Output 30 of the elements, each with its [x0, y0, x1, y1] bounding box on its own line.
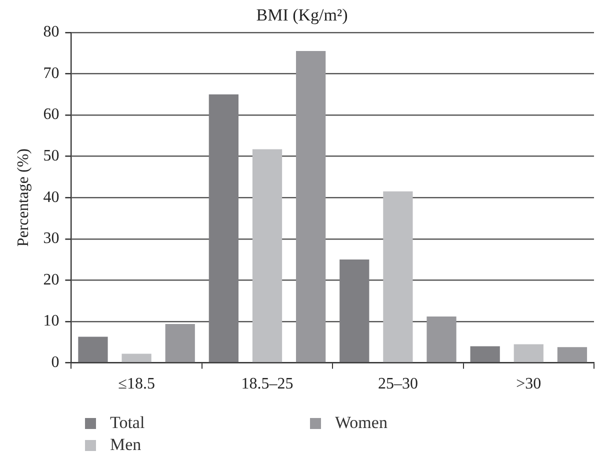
y-tick-label: 80: [43, 24, 60, 41]
x-tick-label: 25–30: [378, 376, 418, 393]
bar: [78, 336, 108, 362]
bar: [426, 316, 456, 362]
x-tick-label: >30: [516, 376, 542, 393]
y-axis-title: Percentage (%): [14, 148, 32, 247]
bar: [122, 354, 152, 362]
bar: [296, 50, 326, 362]
legend-label: Men: [110, 435, 142, 455]
bar: [557, 347, 588, 362]
bar: [208, 94, 238, 362]
bar: [165, 324, 195, 362]
bar: [470, 346, 500, 362]
legend-label: Total: [110, 413, 145, 433]
y-tick-label: 40: [43, 188, 60, 206]
bar: [514, 344, 544, 362]
x-tick-label: 18.5–25: [241, 376, 294, 393]
y-tick-label: 10: [43, 312, 60, 330]
chart-title: BMI (Kg/m²): [256, 6, 348, 25]
y-tick-label: 0: [51, 354, 60, 372]
y-tick-label: 30: [43, 230, 60, 248]
bar: [252, 149, 282, 362]
x-tick-label: ≤18.5: [118, 376, 155, 393]
y-tick-label: 60: [43, 106, 60, 124]
bar: [383, 191, 413, 362]
y-tick-label: 50: [43, 148, 60, 165]
bar: [340, 260, 370, 362]
y-tick-label: 20: [43, 271, 60, 288]
legend-label: Women: [335, 413, 388, 433]
y-tick-label: 70: [43, 64, 60, 82]
